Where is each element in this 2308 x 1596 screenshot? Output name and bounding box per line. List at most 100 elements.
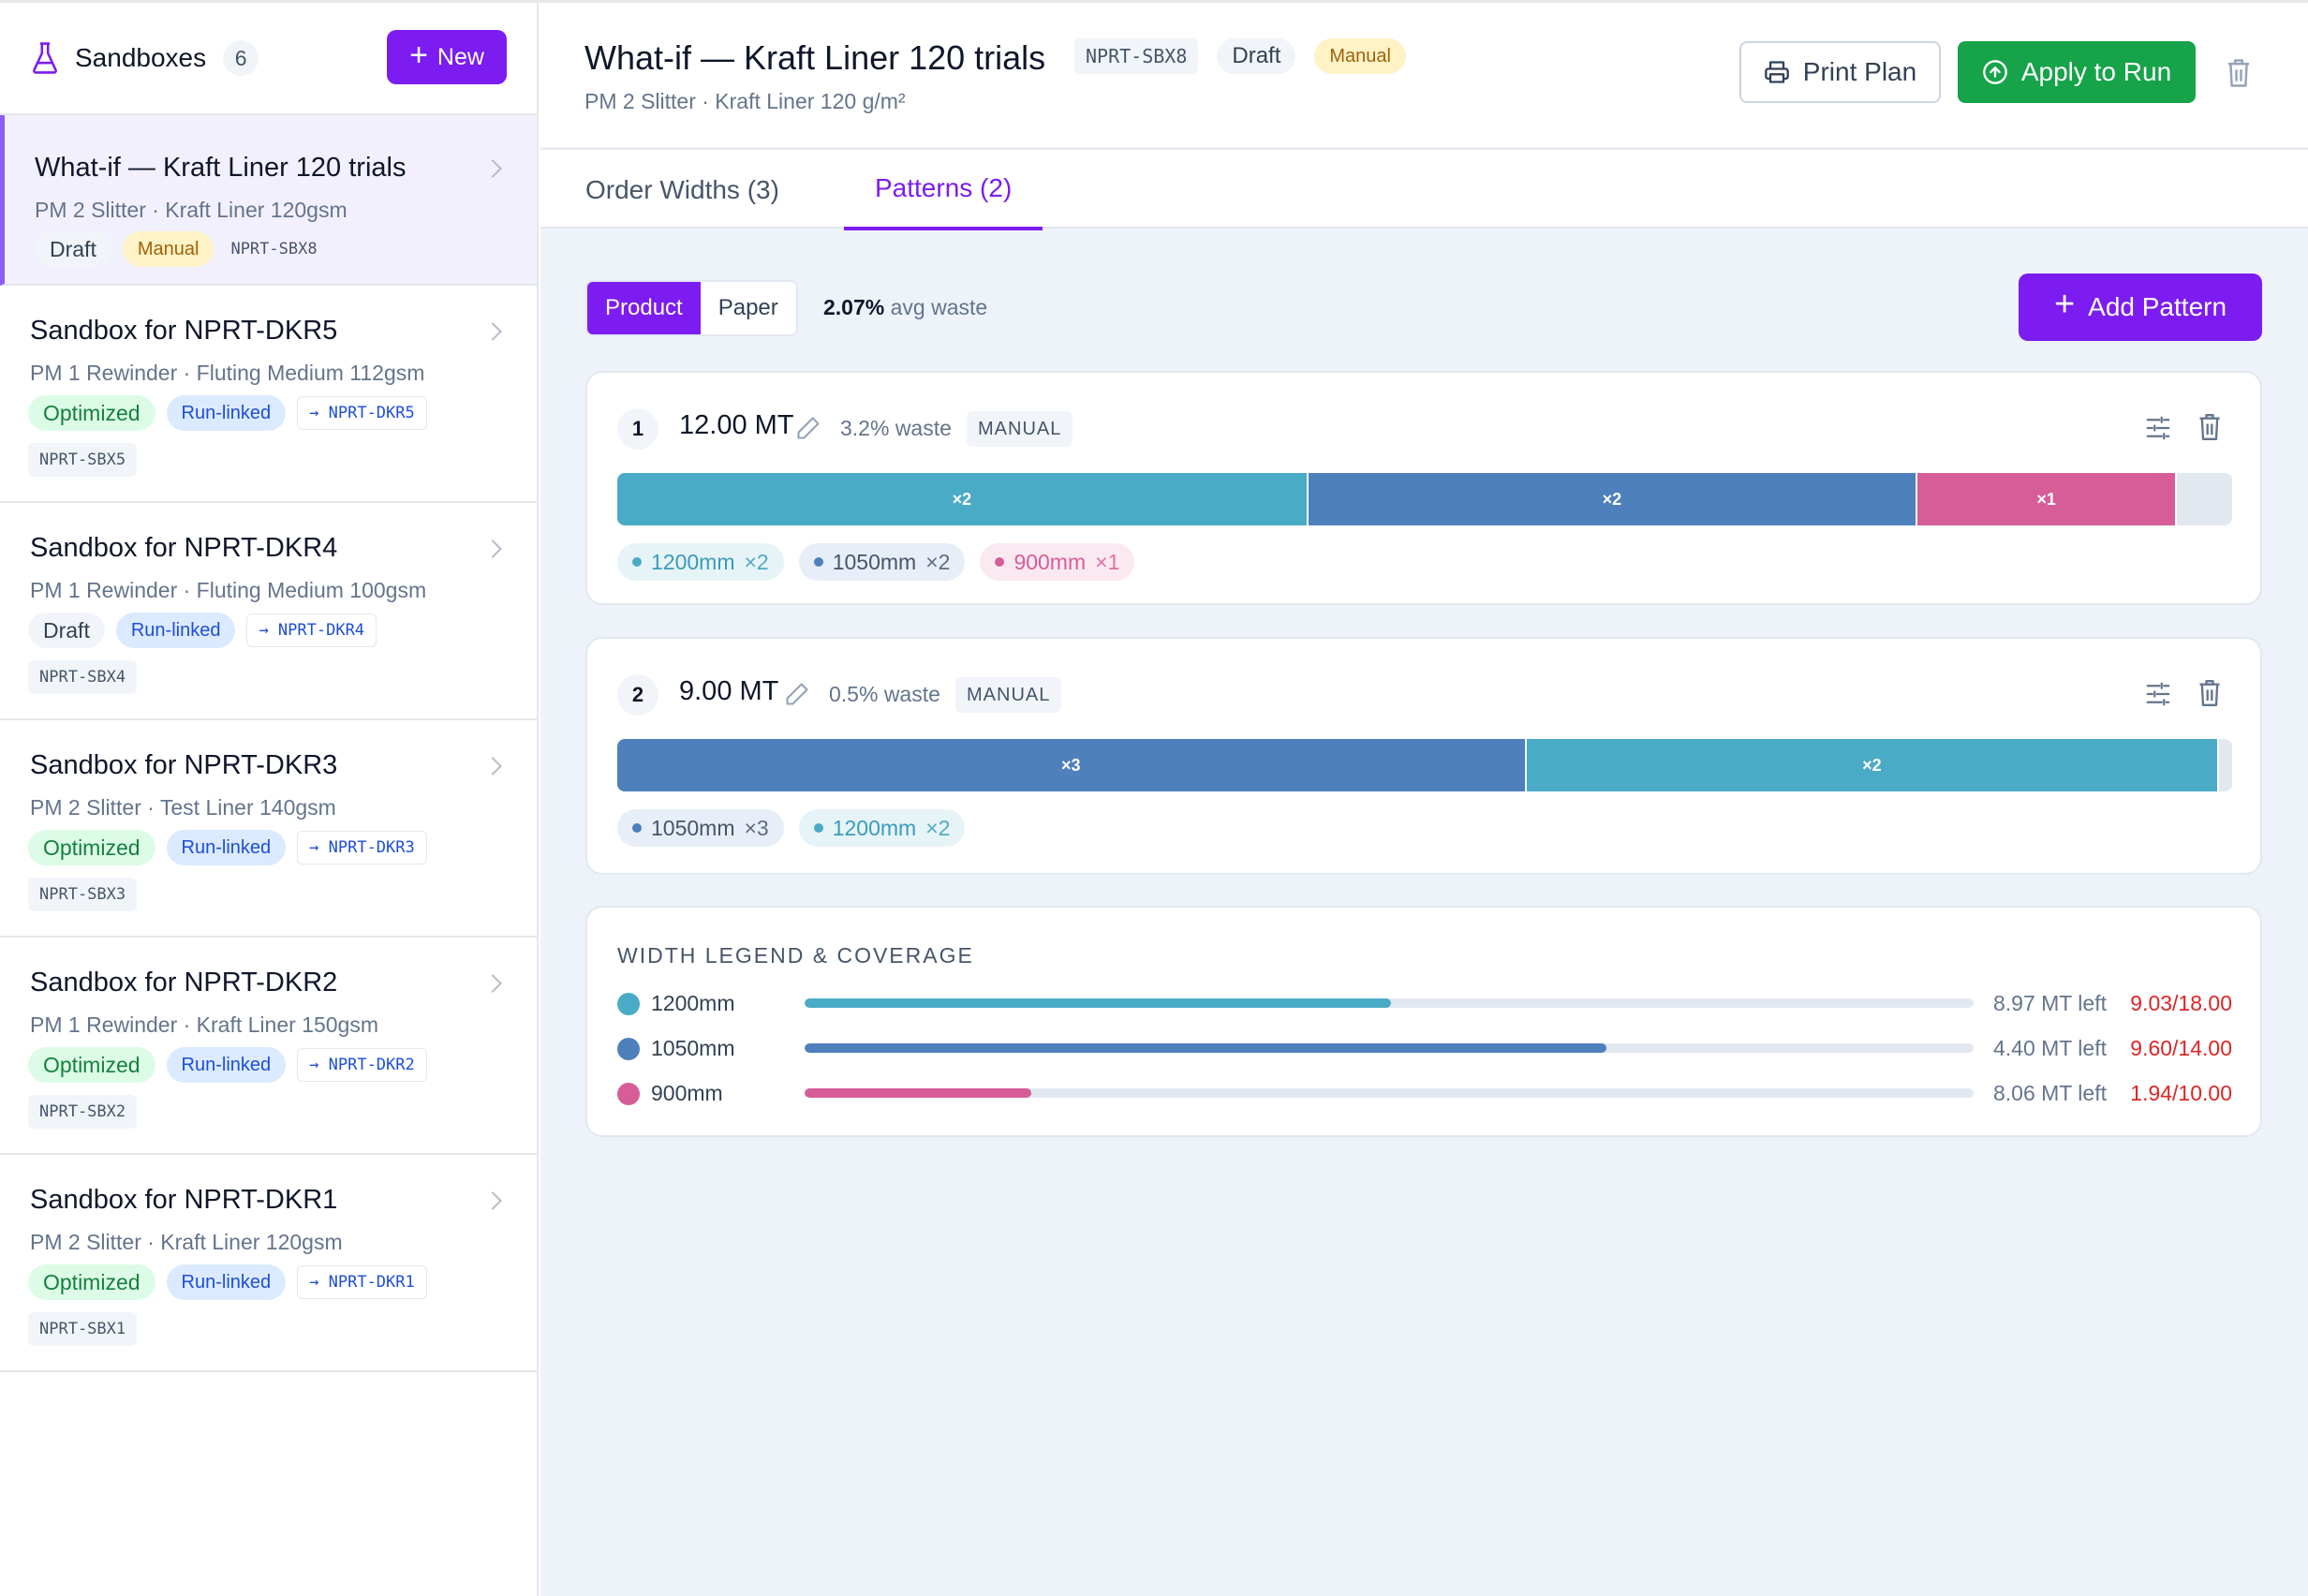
sandbox-id: NPRT-SBX2 <box>28 1095 138 1129</box>
legend-width: 1200mm <box>651 991 735 1015</box>
printer-icon <box>1764 61 1789 83</box>
run-linked-badge: Run-linked <box>166 830 287 865</box>
sandbox-name: Sandbox for NPRT-DKR3 <box>30 750 338 780</box>
sandbox-id: NPRT-SBX8 <box>230 240 318 259</box>
toggle-product[interactable]: Product <box>587 282 701 334</box>
chevron-right-icon <box>483 1191 502 1210</box>
chip-multiplier: ×2 <box>925 549 951 574</box>
apply-to-run-button[interactable]: Apply to Run <box>1958 41 2196 103</box>
sandbox-item-sbx2[interactable]: Sandbox for NPRT-DKR2 PM 1 Rewinder · Kr… <box>0 938 537 1155</box>
remaining-mt: 8.06 MT left <box>1992 1081 2107 1105</box>
legend-row-900: 900mm 8.06 MT left 1.94/10.00 <box>617 1080 2232 1108</box>
pattern-waste: 0.5% waste <box>829 682 940 706</box>
legend-title: WIDTH LEGEND & COVERAGE <box>617 943 974 968</box>
status-badge: Optimized <box>28 395 155 431</box>
plus-icon: + <box>409 37 428 73</box>
remaining-mt: 8.97 MT left <box>1992 991 2107 1015</box>
delete-pattern-icon[interactable] <box>2197 412 2223 442</box>
sandbox-subtitle: PM 2 Slitter · Kraft Liner 120gsm <box>30 1230 343 1254</box>
sandbox-subtitle: PM 1 Rewinder · Fluting Medium 100gsm <box>30 578 427 602</box>
tab-patterns[interactable]: Patterns (2) <box>844 150 1043 230</box>
chevron-right-icon <box>483 757 502 776</box>
sandbox-name: What-if — Kraft Liner 120 trials <box>35 153 407 183</box>
sandbox-badges: Draft Run-linked → NPRT-DKR4 <box>28 613 377 648</box>
chip-multiplier: ×2 <box>744 549 769 574</box>
pattern-mode-tag: MANUAL <box>955 677 1062 713</box>
chip-width: 900mm <box>1013 549 1087 574</box>
coverage-fill <box>805 1043 1606 1053</box>
width-color-dot <box>813 823 823 833</box>
pattern-segment[interactable]: ×3 <box>617 739 1527 791</box>
pattern-chips: 1050mm ×3 1200mm ×2 <box>617 809 966 847</box>
run-linked-badge: Run-linked <box>166 1264 287 1300</box>
new-sandbox-button[interactable]: + New <box>387 30 507 84</box>
run-link[interactable]: → NPRT-DKR3 <box>297 831 427 864</box>
plus-icon: + <box>2053 285 2076 324</box>
pattern-tonnage: 9.00 MT <box>679 676 779 706</box>
chip-multiplier: ×1 <box>1095 549 1120 574</box>
pattern-number: 1 <box>617 408 658 450</box>
add-pattern-button[interactable]: + Add Pattern <box>2019 273 2262 341</box>
sandbox-id: NPRT-SBX4 <box>28 660 138 694</box>
sandbox-item-sbx8[interactable]: What-if — Kraft Liner 120 trials PM 2 Sl… <box>0 115 537 286</box>
chip-width: 1050mm <box>832 549 917 574</box>
edit-pencil-icon[interactable] <box>784 681 810 707</box>
run-linked-badge: Run-linked <box>166 395 287 431</box>
pattern-bar: ×2 ×2 ×1 <box>617 473 2232 525</box>
pattern-tonnage: 12.00 MT <box>679 410 794 440</box>
sandbox-badges: Optimized Run-linked → NPRT-DKR3 <box>28 830 427 865</box>
run-link[interactable]: → NPRT-DKR1 <box>297 1265 427 1299</box>
pattern-number: 2 <box>617 674 658 716</box>
flask-icon <box>33 42 57 74</box>
pattern-segment[interactable]: ×1 <box>1916 473 2178 525</box>
tab-order-widths[interactable]: Order Widths (3) <box>585 175 779 204</box>
header-badges: NPRT-SBX8 Draft Manual <box>1074 38 1406 74</box>
sandbox-item-sbx4[interactable]: Sandbox for NPRT-DKR4 PM 1 Rewinder · Fl… <box>0 503 537 720</box>
sandbox-badges: Draft Manual NPRT-SBX8 <box>35 231 323 267</box>
avg-waste: 2.07% avg waste <box>823 295 987 320</box>
width-color-dot <box>995 557 1005 567</box>
pattern-mode-tag: MANUAL <box>967 411 1073 447</box>
coverage-ratio: 9.60/14.00 <box>2130 1036 2232 1060</box>
sandbox-list: What-if — Kraft Liner 120 trials PM 2 Sl… <box>0 113 537 1372</box>
coverage-fill <box>805 998 1392 1008</box>
sandbox-subtitle: PM 1 Rewinder · Fluting Medium 112gsm <box>30 361 425 385</box>
status-badge: Draft <box>35 231 111 267</box>
width-chip: 1050mm ×2 <box>798 543 966 581</box>
width-color-dot <box>632 823 642 833</box>
legend-row-1200: 1200mm 8.97 MT left 9.03/18.00 <box>617 990 2232 1018</box>
width-chip: 1050mm ×3 <box>617 809 784 847</box>
sliders-icon[interactable] <box>2144 680 2172 708</box>
chip-width: 1200mm <box>651 549 735 574</box>
legend-width: 900mm <box>651 1081 723 1105</box>
sandbox-item-sbx3[interactable]: Sandbox for NPRT-DKR3 PM 2 Slitter · Tes… <box>0 720 537 938</box>
mode-badge: Manual <box>1314 38 1406 74</box>
pattern-segment[interactable]: ×2 <box>617 473 1309 525</box>
sandbox-subtitle: PM 1 Rewinder · Kraft Liner 150gsm <box>30 1012 378 1037</box>
remaining-mt: 4.40 MT left <box>1992 1036 2107 1060</box>
toggle-paper[interactable]: Paper <box>718 295 778 320</box>
arrow-up-circle-icon <box>1982 60 2007 84</box>
sandbox-badges: Optimized Run-linked → NPRT-DKR1 <box>28 1264 427 1300</box>
delete-pattern-icon[interactable] <box>2197 678 2223 708</box>
run-link[interactable]: → NPRT-DKR4 <box>246 613 377 647</box>
sandbox-header: What-if — Kraft Liner 120 trials NPRT-SB… <box>540 3 2308 147</box>
run-link[interactable]: → NPRT-DKR2 <box>297 1048 427 1082</box>
status-badge: Optimized <box>28 1047 155 1083</box>
status-badge: Optimized <box>28 830 155 865</box>
sliders-icon[interactable] <box>2144 414 2172 442</box>
coverage-ratio: 1.94/10.00 <box>2130 1081 2232 1105</box>
width-color-dot <box>617 993 640 1015</box>
sandbox-id: NPRT-SBX5 <box>28 443 138 477</box>
apply-to-run-label: Apply to Run <box>2020 57 2172 86</box>
edit-pencil-icon[interactable] <box>795 415 821 441</box>
pattern-segment[interactable]: ×2 <box>1308 473 1917 525</box>
pattern-segment[interactable]: ×2 <box>1526 739 2220 791</box>
sandbox-item-sbx5[interactable]: Sandbox for NPRT-DKR5 PM 1 Rewinder · Fl… <box>0 286 537 503</box>
run-link[interactable]: → NPRT-DKR5 <box>297 396 427 430</box>
coverage-fill <box>805 1088 1032 1098</box>
sandbox-item-sbx1[interactable]: Sandbox for NPRT-DKR1 PM 2 Slitter · Kra… <box>0 1155 537 1372</box>
avg-waste-label: avg waste <box>890 295 988 319</box>
print-plan-button[interactable]: Print Plan <box>1739 41 1941 103</box>
delete-sandbox-icon[interactable] <box>2225 58 2253 88</box>
